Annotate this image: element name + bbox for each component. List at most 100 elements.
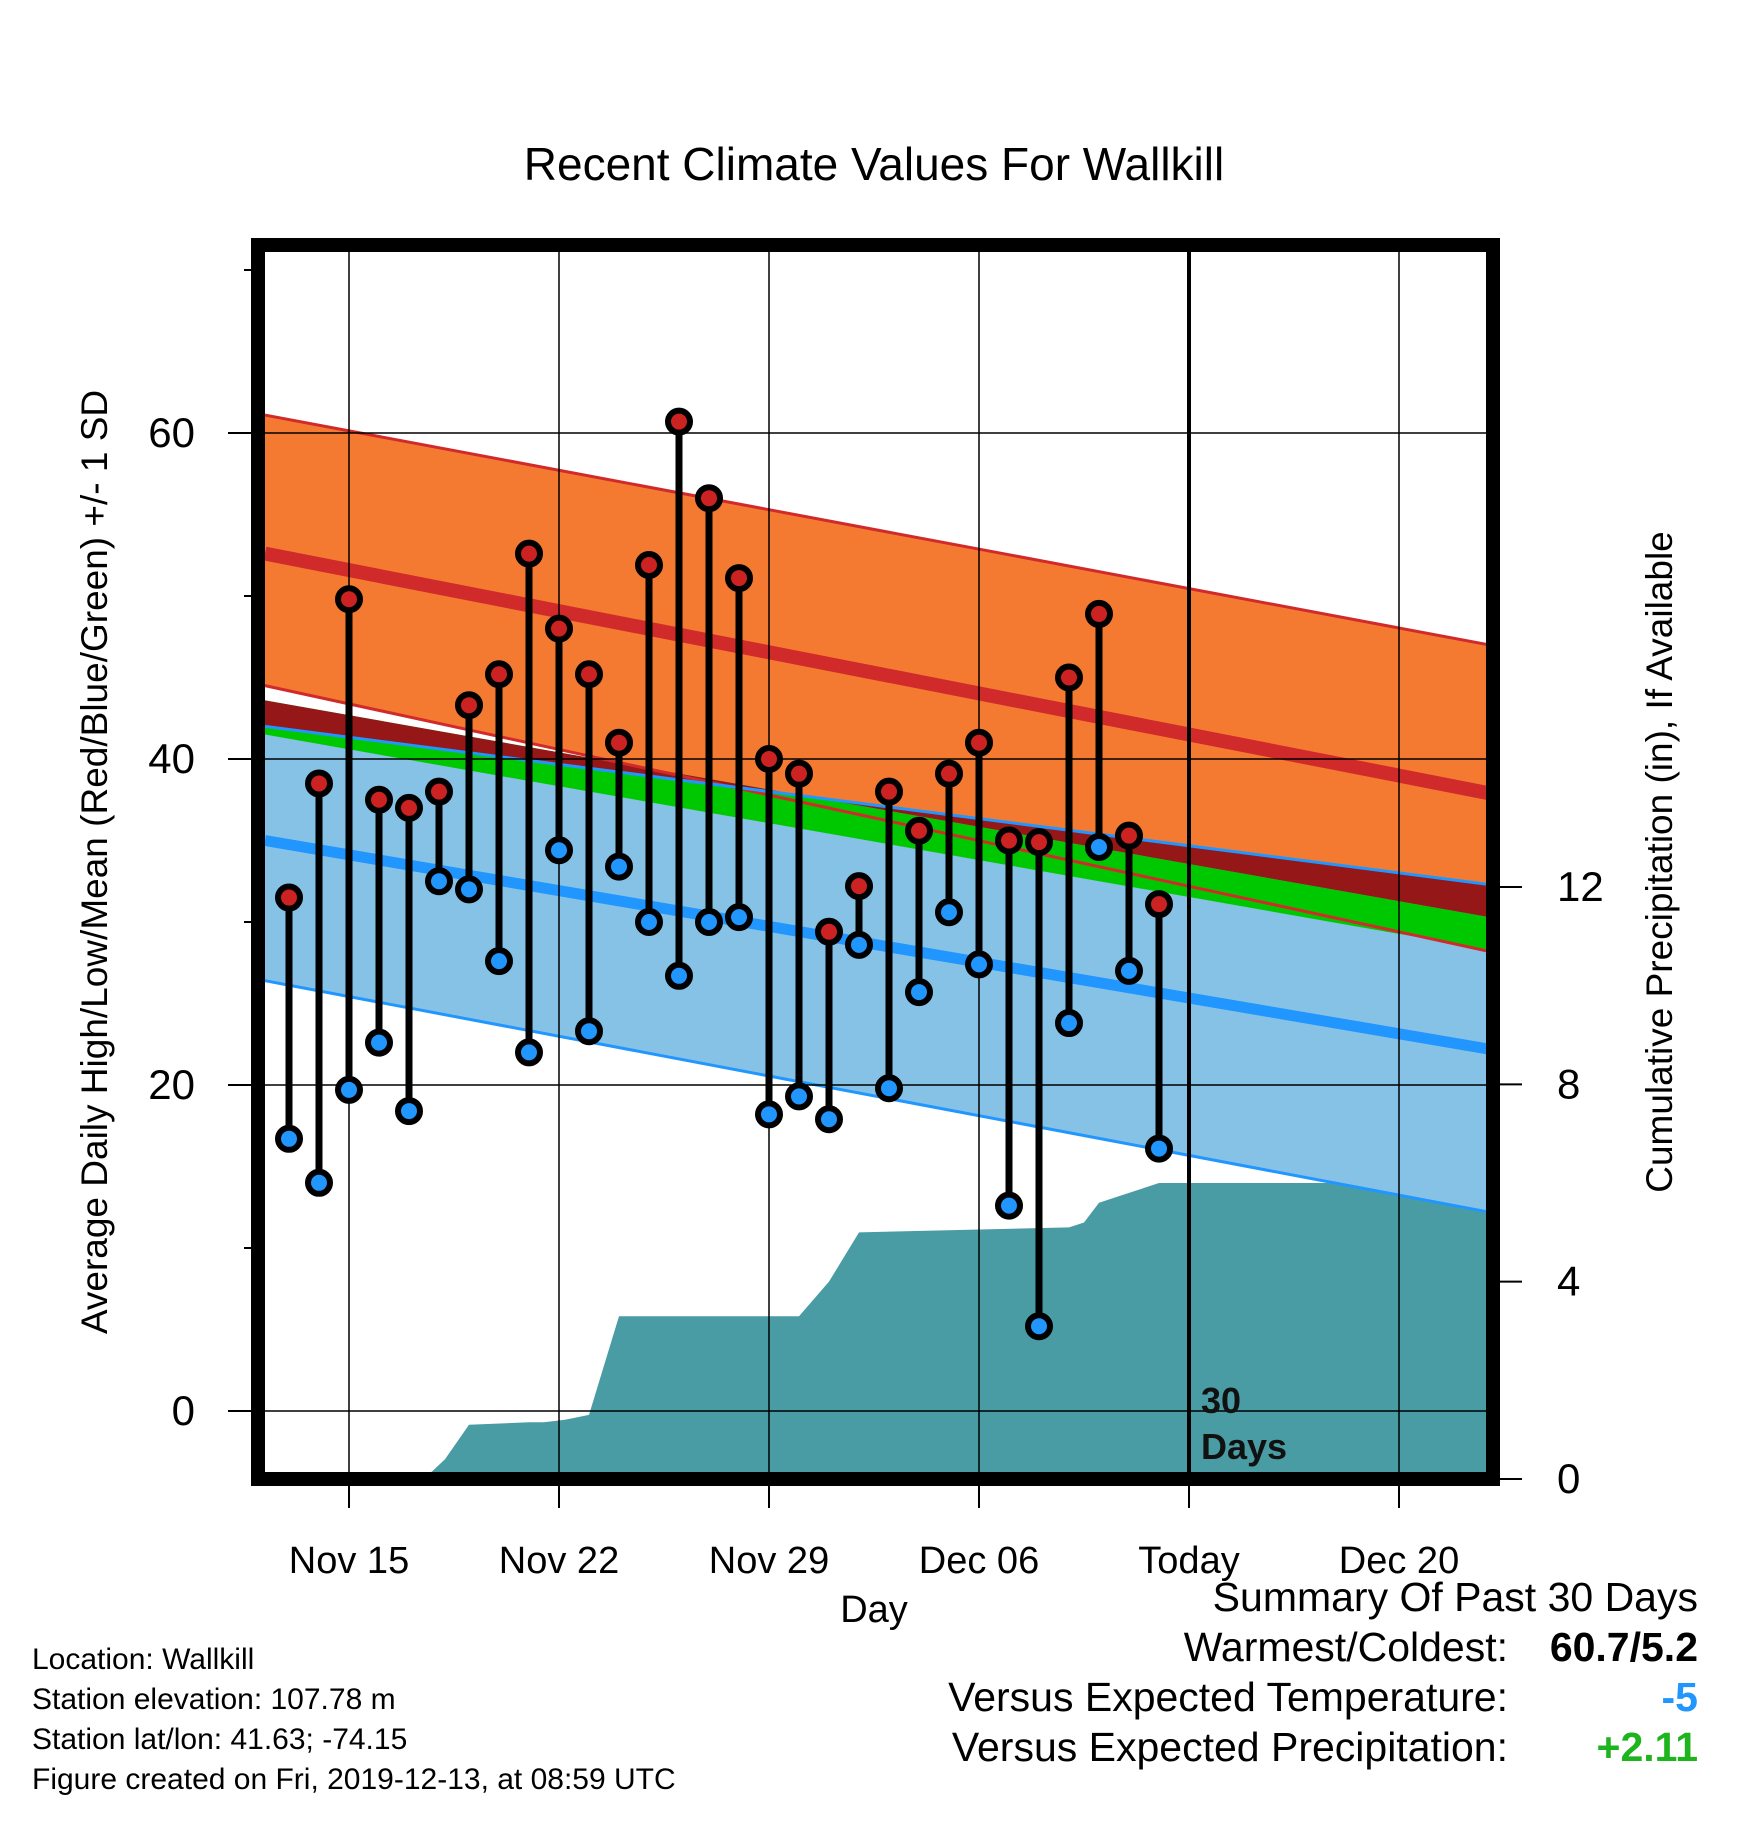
high-marker [1145, 890, 1173, 919]
low-marker [335, 1075, 363, 1104]
low-marker [1115, 956, 1143, 985]
x-axis-label: Day [840, 1589, 908, 1631]
high-marker [395, 793, 423, 822]
high-marker [335, 585, 363, 614]
low-marker [455, 875, 483, 904]
y2-axis-label: Cumulative Precipitation (in), If Availa… [1639, 531, 1680, 1193]
x-tick-label: Nov 15 [289, 1540, 409, 1582]
low-marker [575, 1017, 603, 1046]
low-marker [545, 836, 573, 865]
high-marker [785, 759, 813, 788]
low-marker [785, 1082, 813, 1111]
y-tick-label: 40 [148, 735, 195, 782]
high-marker [725, 564, 753, 593]
low-marker [965, 950, 993, 979]
summary-panel: Summary Of Past 30 Days Warmest/Coldest:… [948, 1572, 1698, 1772]
warm-cold-value: 60.7/5.2 [1549, 1624, 1698, 1670]
high-marker [1025, 828, 1053, 857]
high-marker [455, 691, 483, 720]
low-marker [275, 1124, 303, 1153]
latlon-text: Station lat/lon: 41.63; -74.15 [32, 1723, 408, 1756]
low-marker [995, 1191, 1023, 1220]
low-marker [755, 1100, 783, 1129]
y2-tick-label: 0 [1557, 1455, 1580, 1502]
low-marker [365, 1028, 393, 1057]
low-marker [425, 867, 453, 896]
temp-anomaly-label: Versus Expected Temperature: [948, 1674, 1508, 1720]
today-label-unit: Days [1201, 1426, 1287, 1467]
high-marker [665, 407, 693, 436]
x-tick-label: Dec 20 [1339, 1540, 1459, 1582]
low-marker [725, 903, 753, 932]
low-marker [875, 1074, 903, 1103]
low-marker [935, 898, 963, 927]
created-text: Figure created on Fri, 2019-12-13, at 08… [32, 1763, 676, 1796]
high-marker [695, 484, 723, 513]
x-tick-label: Today [1138, 1540, 1239, 1582]
high-marker [425, 777, 453, 806]
warm-cold-label: Warmest/Coldest: [1183, 1624, 1508, 1670]
chart-title: Recent Climate Values For Wallkill [524, 138, 1224, 190]
low-marker [1025, 1312, 1053, 1341]
x-tick-label: Nov 29 [709, 1540, 829, 1582]
low-marker [1085, 833, 1113, 862]
high-marker [1085, 599, 1113, 628]
high-marker [305, 769, 333, 798]
high-marker [275, 883, 303, 912]
precip-anomaly-label: Versus Expected Precipitation: [951, 1724, 1508, 1770]
high-marker [935, 759, 963, 788]
high-marker [1055, 663, 1083, 692]
location-text: Location: Wallkill [32, 1643, 255, 1676]
high-marker [545, 614, 573, 643]
low-marker [845, 930, 873, 959]
high-marker [905, 816, 933, 845]
high-marker [875, 777, 903, 806]
y-tick-label: 20 [148, 1061, 195, 1108]
y2-tick-label: 4 [1557, 1258, 1580, 1305]
high-marker [365, 785, 393, 814]
precip-area [430, 1183, 1487, 1473]
high-marker [635, 551, 663, 580]
high-marker [845, 872, 873, 901]
low-marker [815, 1105, 843, 1134]
low-marker [905, 978, 933, 1007]
low-marker [305, 1168, 333, 1197]
high-marker [995, 826, 1023, 855]
y-tick-label: 0 [172, 1387, 195, 1434]
low-marker [515, 1038, 543, 1067]
high-marker [965, 728, 993, 757]
y-tick-label: 60 [148, 409, 195, 456]
low-marker [1055, 1009, 1083, 1038]
high-marker [815, 917, 843, 946]
plot-frame [251, 238, 1500, 1486]
high-upper-line [264, 413, 1487, 647]
high-marker [575, 660, 603, 689]
high-marker [755, 745, 783, 773]
today-label-count: 30 [1201, 1380, 1241, 1421]
low-marker [1145, 1134, 1173, 1163]
x-tick-label: Nov 22 [499, 1540, 619, 1582]
low-marker [665, 961, 693, 990]
y2-tick-label: 12 [1557, 863, 1604, 910]
temp-anomaly-value: -5 [1661, 1674, 1698, 1720]
high-marker [515, 539, 543, 568]
low-marker [635, 908, 663, 936]
low-marker [695, 908, 723, 936]
x-tick-label: Dec 06 [919, 1540, 1039, 1582]
high-marker [605, 728, 633, 757]
y2-tick-label: 8 [1557, 1060, 1580, 1107]
low-marker [485, 947, 513, 976]
elevation-text: Station elevation: 107.78 m [32, 1683, 396, 1716]
high-marker [1115, 821, 1143, 850]
high-marker [485, 660, 513, 689]
precip-anomaly-value: +2.11 [1596, 1724, 1698, 1770]
high-mean-line [264, 546, 1487, 800]
high-sd-band [265, 415, 1487, 951]
overlap-band [265, 700, 1487, 917]
low-marker [605, 852, 633, 881]
low-lower-line [264, 979, 1487, 1214]
station-info: Location: Wallkill Station elevation: 10… [32, 1640, 676, 1800]
y-axis-label: Average Daily High/Low/Mean (Red/Blue/Gr… [74, 390, 115, 1334]
summary-heading: Summary Of Past 30 Days [1212, 1574, 1698, 1620]
